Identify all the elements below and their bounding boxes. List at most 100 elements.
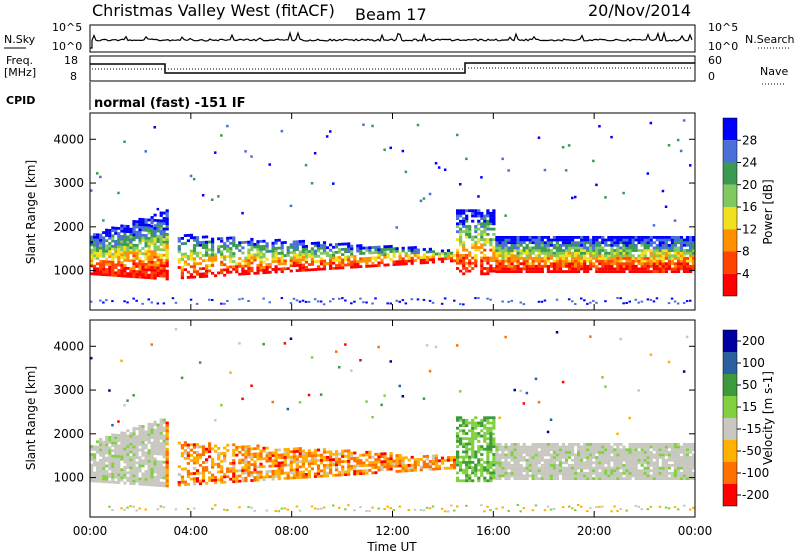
radar-cell [338,250,342,254]
radar-cell [99,246,103,250]
radar-cell [625,259,629,263]
radar-cell [486,240,490,244]
nsky-panel: N.Sky 10^5 10^0 N.Search 10^5 10^0 [4,21,795,53]
freq-panel: Freq. [MHz] 18 8 60 0 Nave [4,54,788,85]
radar-cell [592,249,596,252]
radar-cell [144,218,148,222]
radar-cell [583,259,587,263]
radar-cell [265,454,269,458]
radar-cell [492,259,496,262]
radar-cell [253,256,257,259]
radar-cell [450,466,454,470]
radar-cell [513,456,517,459]
radar-cell [274,270,278,274]
radar-cell [192,445,197,449]
radar-cell [519,466,523,470]
radar-cell [132,440,136,444]
radar-cell [619,251,623,255]
radar-cell [456,450,460,454]
radar-cell [685,445,690,449]
radar-cell [301,247,305,251]
radar-cell [268,454,272,458]
radar-cell [534,377,538,381]
radar-cell [389,454,393,458]
radar-cell [289,471,293,475]
radar-cell [265,509,268,512]
radar-cell [132,505,135,508]
radar-cell [577,477,581,480]
radar-cell [519,450,523,454]
radar-cell [401,149,405,153]
radar-cell [389,462,393,466]
radar-cell [649,249,653,252]
radar-cell [619,448,623,452]
radar-cell [613,448,617,452]
radar-cell [211,253,215,257]
radar-cell [558,471,563,475]
radar-cell [156,470,160,474]
radar-cell [132,394,135,397]
radar-cell [174,328,178,331]
radar-cell [108,271,112,274]
radar-cell [592,461,596,465]
radar-cell [211,463,215,466]
radar-cell [138,270,142,274]
radar-cell [189,257,193,261]
radar-cell [598,461,602,465]
radar-cell [552,246,556,250]
time-axis: 00:00 04:00 08:00 12:00 16:00 20:00 00:00 [73,113,712,538]
radar-cell [147,268,151,272]
radar-cell [661,257,665,260]
radar-cell [341,263,345,267]
radar-cell [592,241,596,245]
radar-cell [189,459,193,462]
radar-cell [465,471,469,475]
radar-cell [310,505,314,508]
colorbar-tick-label: -50 [742,444,762,458]
radar-cell [247,447,251,451]
radar-cell [241,259,245,263]
radar-cell [649,353,653,356]
radar-cell [189,477,193,481]
radar-cell [465,479,469,483]
radar-cell [126,259,130,262]
radar-cell [492,474,496,477]
radar-cell [625,469,629,473]
radar-cell [504,464,508,467]
radar-cell [495,456,499,459]
radar-cell [292,458,296,461]
radar-cell [356,461,360,465]
radar-cell [241,241,245,244]
radar-cell [377,452,381,456]
radar-cell [676,267,681,271]
radar-cell [652,264,656,268]
radar-cell [183,451,187,455]
radar-cell [604,456,608,459]
radar-cell [153,224,157,227]
radar-cell [522,443,526,446]
radar-cell [462,418,466,422]
radar-cell [341,452,345,456]
radar-cell [150,457,154,461]
radar-cell [519,445,523,449]
colorbar-swatch [723,162,737,185]
radar-cell [595,474,599,478]
radar-cell [186,234,190,237]
radar-cell [428,460,432,463]
radar-cell [159,264,163,267]
radar-cell [117,473,121,477]
radar-cell [604,300,607,303]
radar-cell [250,473,254,477]
radar-cell [307,449,311,452]
radar-cell [498,456,502,459]
radar-cell [625,241,629,245]
radar-cell [437,467,442,471]
radar-cell [558,236,563,239]
radar-cell [510,236,514,239]
radar-cell [329,267,333,270]
radar-cell [628,243,632,247]
radar-cell [162,476,166,480]
radar-cell [685,262,690,266]
radar-cell [501,474,505,478]
radar-cell [410,256,414,260]
